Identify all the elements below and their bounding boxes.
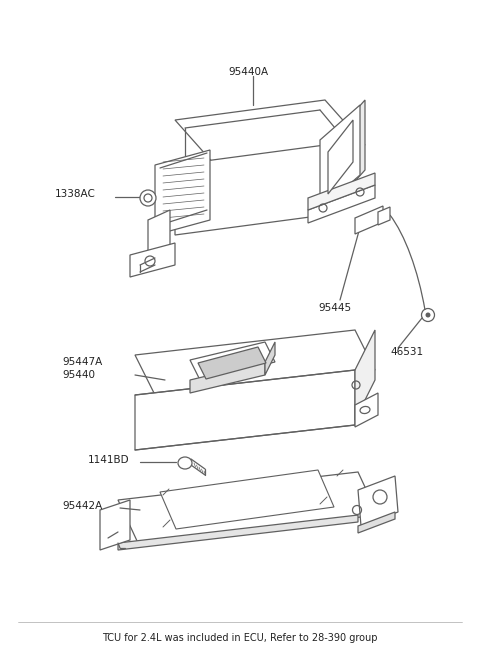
Polygon shape: [175, 100, 365, 165]
Text: 95442A: 95442A: [62, 501, 102, 511]
Polygon shape: [118, 472, 378, 543]
Polygon shape: [155, 150, 210, 235]
Polygon shape: [198, 347, 266, 379]
Polygon shape: [308, 185, 375, 223]
Polygon shape: [265, 342, 275, 375]
Polygon shape: [160, 470, 334, 529]
Circle shape: [425, 312, 431, 318]
Text: 46531: 46531: [390, 347, 423, 357]
Polygon shape: [358, 476, 398, 526]
Polygon shape: [175, 145, 325, 235]
Polygon shape: [355, 206, 383, 234]
Polygon shape: [320, 105, 360, 210]
Polygon shape: [378, 207, 390, 225]
Text: 95440A: 95440A: [228, 67, 268, 77]
Polygon shape: [118, 515, 358, 550]
Polygon shape: [358, 512, 395, 533]
Polygon shape: [190, 362, 265, 393]
Text: 95447A: 95447A: [62, 357, 102, 367]
Polygon shape: [355, 393, 378, 427]
Text: 95445: 95445: [318, 303, 351, 313]
Polygon shape: [328, 120, 353, 194]
Circle shape: [140, 190, 156, 206]
Polygon shape: [130, 243, 175, 277]
Polygon shape: [148, 210, 170, 270]
Polygon shape: [335, 148, 355, 178]
Polygon shape: [100, 500, 130, 550]
Polygon shape: [190, 342, 275, 380]
Text: 1141BD: 1141BD: [88, 455, 130, 465]
Polygon shape: [308, 173, 375, 210]
Text: TCU for 2.4L was included in ECU, Refer to 28-390 group: TCU for 2.4L was included in ECU, Refer …: [102, 633, 378, 643]
Ellipse shape: [178, 457, 192, 469]
Text: 95440: 95440: [62, 370, 95, 380]
Polygon shape: [355, 330, 375, 420]
Polygon shape: [135, 370, 355, 450]
Polygon shape: [325, 100, 365, 215]
Text: 1338AC: 1338AC: [55, 189, 96, 199]
Polygon shape: [135, 330, 375, 395]
